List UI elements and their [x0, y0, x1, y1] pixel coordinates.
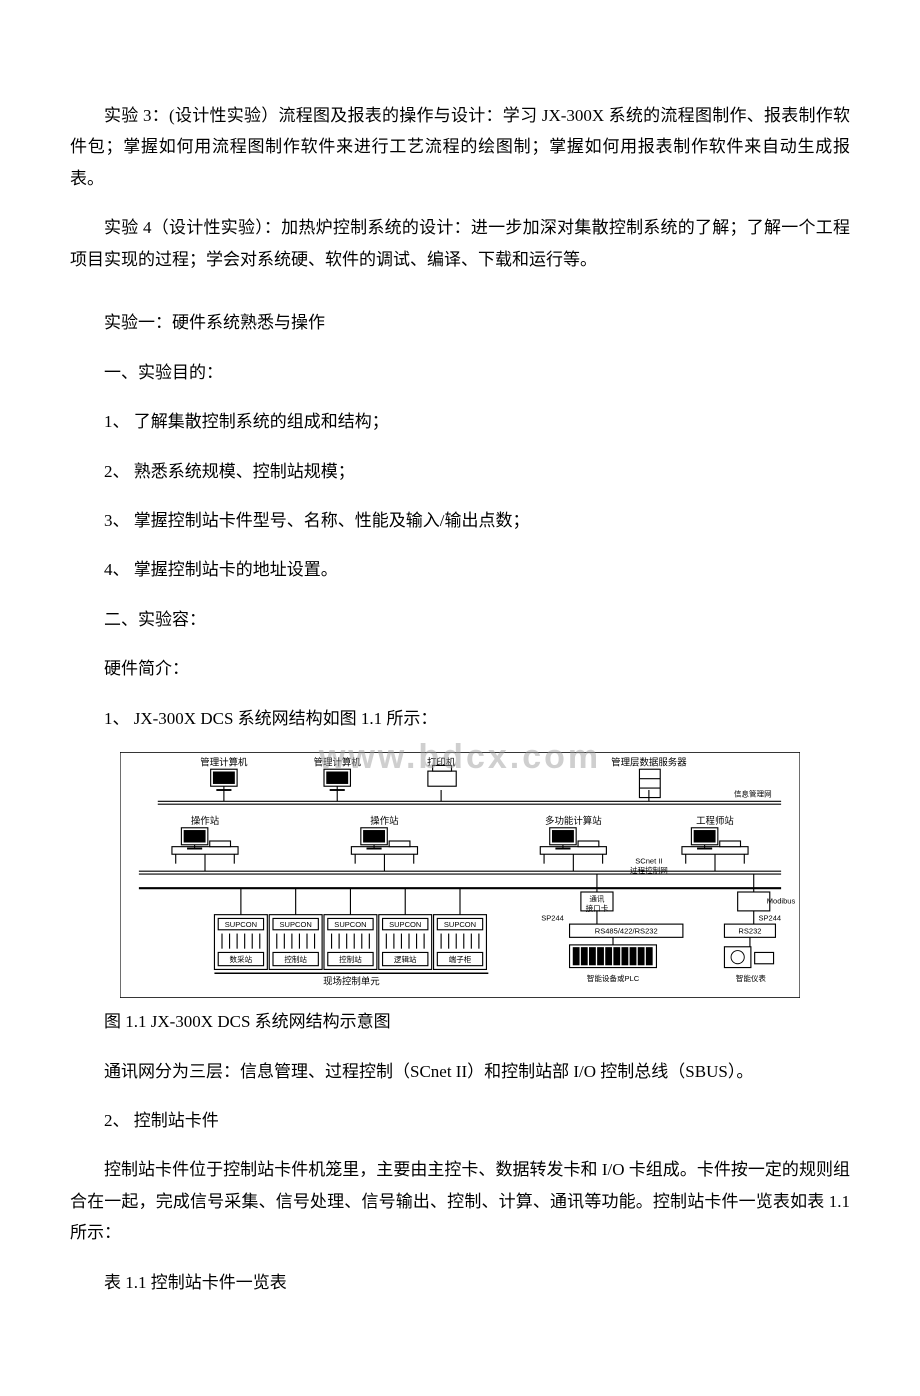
- heading-goal: 一、实验目的：: [70, 357, 850, 388]
- svg-text:通讯: 通讯: [589, 894, 605, 904]
- svg-text:SUPCON: SUPCON: [444, 920, 476, 929]
- list-item-3: 3、 掌握控制站卡件型号、名称、性能及输入/输出点数；: [70, 505, 850, 536]
- svg-text:操作站: 操作站: [191, 815, 220, 827]
- network-diagram-svg: 管理计算机管理计算机打印机管理层数据服务器信息管理网操作站操作站多功能计算站工程…: [120, 752, 800, 998]
- svg-text:多功能计算站: 多功能计算站: [545, 815, 602, 827]
- svg-text:控制站: 控制站: [339, 954, 362, 964]
- svg-text:数采站: 数采站: [230, 954, 253, 964]
- figure-caption: 图 1.1 JX-300X DCS 系统网结构示意图: [70, 1006, 850, 1037]
- svg-text:SP244: SP244: [541, 913, 564, 922]
- list-item-4: 4、 掌握控制站卡的地址设置。: [70, 554, 850, 585]
- svg-text:SUPCON: SUPCON: [389, 920, 421, 929]
- svg-text:智能仪表: 智能仪表: [736, 973, 767, 983]
- list-item-1: 1、 了解集散控制系统的组成和结构；: [70, 406, 850, 437]
- paragraph-exp4: 实验 4（设计性实验）：加热炉控制系统的设计：进一步加深对集散控制系统的了解；了…: [70, 212, 850, 275]
- paragraph-hw-intro: 硬件简介：: [70, 653, 850, 684]
- table-caption: 表 1.1 控制站卡件一览表: [70, 1267, 850, 1298]
- paragraph-cards-desc: 控制站卡件位于控制站卡件机笼里，主要由主控卡、数据转发卡和 I/O 卡组成。卡件…: [70, 1154, 850, 1248]
- svg-text:SCnet II: SCnet II: [635, 857, 662, 866]
- svg-text:逻辑站: 逻辑站: [394, 954, 417, 964]
- paragraph-exp3: 实验 3：(设计性实验）流程图及报表的操作与设计：学习 JX-300X 系统的流…: [70, 100, 850, 194]
- paragraph-net-layers: 通讯网分为三层：信息管理、过程控制（SCnet II）和控制站部 I/O 控制总…: [70, 1056, 850, 1087]
- svg-text:过程控制网: 过程控制网: [630, 865, 668, 875]
- svg-text:RS485/422/RS232: RS485/422/RS232: [595, 927, 658, 936]
- svg-text:Modibus: Modibus: [767, 896, 796, 905]
- heading-content: 二、实验容：: [70, 604, 850, 635]
- list-item-2: 2、 熟悉系统规模、控制站规模；: [70, 456, 850, 487]
- svg-text:现场控制单元: 现场控制单元: [323, 976, 380, 988]
- svg-text:控制站: 控制站: [284, 954, 307, 964]
- svg-text:SUPCON: SUPCON: [225, 920, 257, 929]
- svg-text:管理层数据服务器: 管理层数据服务器: [611, 757, 687, 769]
- heading-cards: 2、 控制站卡件: [70, 1105, 850, 1136]
- svg-text:信息管理网: 信息管理网: [734, 789, 772, 799]
- svg-text:管理计算机: 管理计算机: [200, 757, 248, 769]
- figure-network-diagram: www.bdcx.com 管理计算机管理计算机打印机管理层数据服务器信息管理网操…: [70, 752, 850, 998]
- svg-text:SUPCON: SUPCON: [334, 920, 366, 929]
- svg-text:SP244: SP244: [758, 913, 781, 922]
- svg-text:管理计算机: 管理计算机: [314, 757, 362, 769]
- svg-text:端子柜: 端子柜: [449, 954, 472, 964]
- heading-exp1: 实验一：硬件系统熟悉与操作: [70, 307, 850, 338]
- paragraph-fig-ref: 1、 JX-300X DCS 系统网结构如图 1.1 所示：: [70, 703, 850, 734]
- svg-text:操作站: 操作站: [370, 815, 399, 827]
- svg-text:工程师站: 工程师站: [696, 815, 734, 827]
- svg-text:SUPCON: SUPCON: [280, 920, 312, 929]
- document-page: 实验 3：(设计性实验）流程图及报表的操作与设计：学习 JX-300X 系统的流…: [0, 0, 920, 1396]
- svg-text:RS232: RS232: [738, 927, 761, 936]
- svg-text:智能设备或PLC: 智能设备或PLC: [587, 973, 640, 983]
